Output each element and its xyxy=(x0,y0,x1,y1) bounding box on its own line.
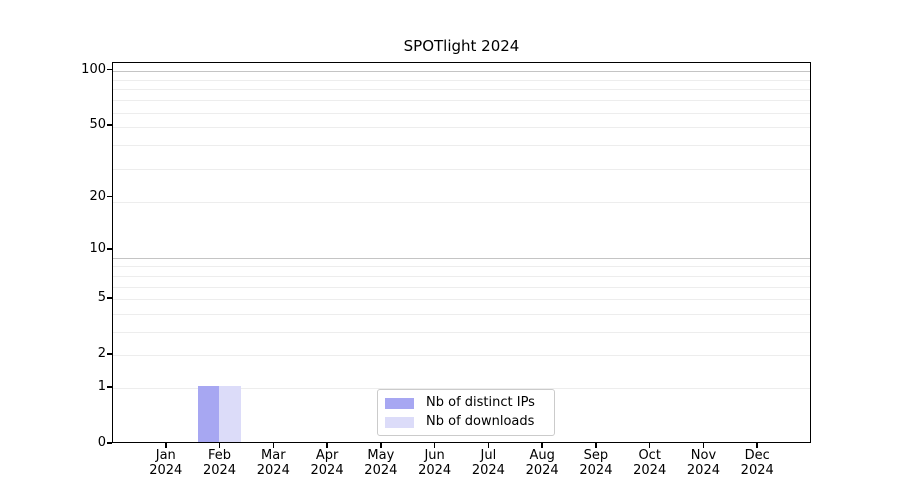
x-tick-label: Oct 2024 xyxy=(633,448,667,478)
y-tick-mark xyxy=(107,386,112,388)
legend-swatch-downloads xyxy=(385,416,414,428)
minor-gridline xyxy=(113,201,810,203)
minor-gridline xyxy=(113,298,810,300)
major-gridline xyxy=(113,257,810,259)
x-tick-mark xyxy=(595,443,597,448)
legend-swatch-distinct-ips xyxy=(385,397,414,409)
y-tick-mark xyxy=(107,297,112,299)
x-tick-label: Sep 2024 xyxy=(579,448,613,478)
x-tick-mark xyxy=(218,443,221,448)
minor-gridline xyxy=(113,355,810,357)
minor-gridline xyxy=(113,168,810,170)
y-tick-label: 0 xyxy=(97,435,106,450)
x-tick-mark xyxy=(326,443,328,448)
y-tick-label: 50 xyxy=(89,116,106,132)
x-tick-mark xyxy=(433,443,436,448)
y-tick-mark xyxy=(107,353,112,355)
minor-gridline xyxy=(113,286,810,288)
x-tick-label: Jan 2024 xyxy=(149,448,183,478)
y-tick-mark xyxy=(107,195,112,198)
y-tick-label: 20 xyxy=(89,188,106,204)
y-tick-label: 1 xyxy=(97,378,106,394)
minor-gridline xyxy=(113,331,810,333)
minor-gridline xyxy=(113,275,810,277)
y-tick-mark xyxy=(107,124,112,126)
minor-gridline xyxy=(113,313,810,315)
x-tick-label: Jul 2024 xyxy=(471,448,505,478)
y-tick-mark xyxy=(107,68,112,71)
y-tick-label: 2 xyxy=(97,346,106,362)
plot-area xyxy=(112,62,811,443)
x-tick-label: Mar 2024 xyxy=(256,448,290,478)
bar-downloads xyxy=(219,386,241,443)
y-tick-mark xyxy=(107,248,112,250)
x-tick-label: Nov 2024 xyxy=(686,448,720,478)
legend: Nb of distinct IPs Nb of downloads xyxy=(377,389,555,436)
legend-item-downloads: Nb of downloads xyxy=(385,414,547,430)
x-tick-mark xyxy=(272,443,275,448)
minor-gridline xyxy=(113,127,810,129)
y-tick-label: 5 xyxy=(97,289,106,305)
major-gridline xyxy=(113,71,810,73)
x-tick-mark xyxy=(487,443,490,448)
x-tick-label: Aug 2024 xyxy=(525,448,559,478)
legend-label-distinct-ips: Nb of distinct IPs xyxy=(426,395,535,410)
legend-item-distinct-ips: Nb of distinct IPs xyxy=(385,395,547,411)
minor-gridline xyxy=(113,112,810,114)
y-tick-label: 100 xyxy=(81,61,106,77)
x-tick-label: Dec 2024 xyxy=(740,448,774,478)
minor-gridline xyxy=(113,89,810,91)
bar-distinct-ips xyxy=(197,386,220,443)
minor-gridline xyxy=(113,100,810,102)
x-tick-mark xyxy=(702,443,705,448)
y-tick-mark xyxy=(107,442,112,444)
x-tick-label: Feb 2024 xyxy=(202,448,237,478)
chart-title: SPOTlight 2024 xyxy=(403,37,520,55)
x-tick-mark xyxy=(756,443,758,448)
minor-gridline xyxy=(113,145,810,147)
x-tick-mark xyxy=(541,443,543,448)
x-tick-mark xyxy=(648,443,651,448)
x-tick-mark xyxy=(165,443,167,448)
x-tick-label: Apr 2024 xyxy=(310,448,344,478)
x-tick-label: Jun 2024 xyxy=(418,448,452,478)
y-tick-label: 10 xyxy=(89,240,106,256)
minor-gridline xyxy=(113,266,810,268)
minor-gridline xyxy=(113,387,810,389)
legend-label-downloads: Nb of downloads xyxy=(426,414,535,429)
x-tick-label: May 2024 xyxy=(364,448,398,478)
x-tick-mark xyxy=(380,443,382,448)
minor-gridline xyxy=(113,79,810,81)
